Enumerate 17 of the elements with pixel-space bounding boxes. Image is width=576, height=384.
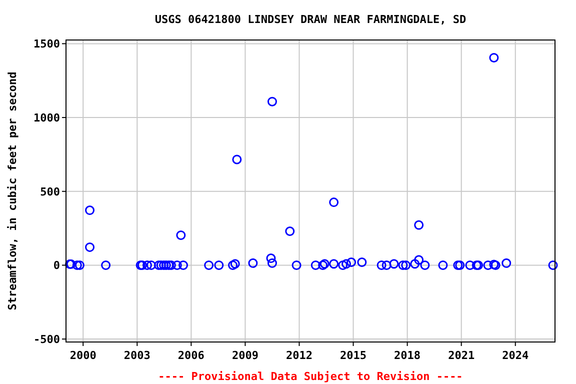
x-tick-label: 2012: [286, 349, 312, 362]
y-tick-label: 0: [53, 259, 60, 272]
y-tick-label: -500: [34, 333, 60, 346]
y-tick-label: 500: [40, 185, 60, 198]
chart-title: USGS 06421800 LINDSEY DRAW NEAR FARMINGDALE, SD: [154, 13, 467, 26]
x-tick-label: 2000: [70, 349, 96, 362]
y-tick-label: 1500: [34, 38, 60, 51]
x-tick-label: 2015: [340, 349, 367, 362]
y-axis-title: Streamflow, in cubic feet per second: [6, 72, 19, 310]
x-tick-label: 2003: [124, 349, 150, 362]
x-tick-label: 2009: [232, 349, 258, 362]
x-tick-label: 2006: [178, 349, 205, 362]
y-tick-label: 1000: [34, 112, 60, 125]
x-tick-label: 2021: [448, 349, 475, 362]
x-tick-label: 2024: [502, 349, 529, 362]
x-tick-label: 2018: [394, 349, 421, 362]
text: ---- Provisional Data Subject to Revision ----: [158, 370, 463, 383]
